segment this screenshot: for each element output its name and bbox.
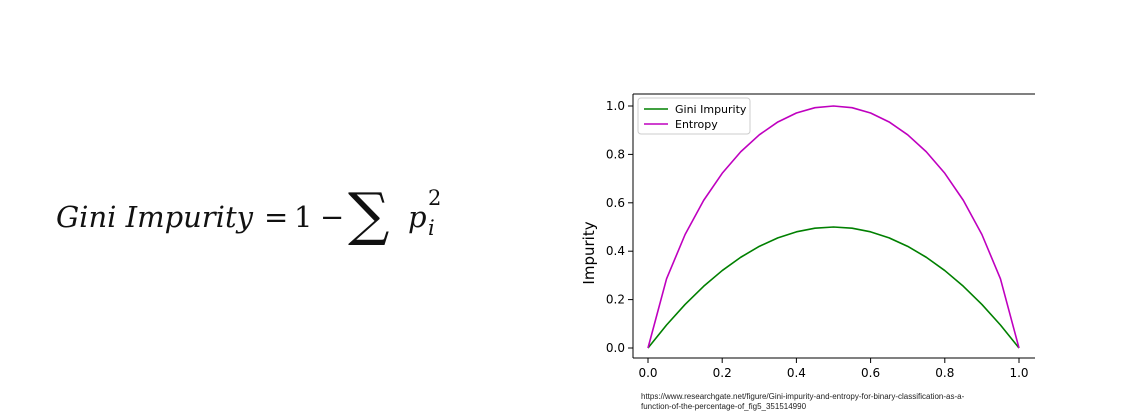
x-tick-label: 0.8 <box>935 366 954 380</box>
series-line-gini-impurity <box>647 226 1020 349</box>
legend-label: Gini Impurity <box>675 103 747 116</box>
formula-lhs: Gini Impurity <box>56 200 253 234</box>
y-tick-label: 0.4 <box>606 244 625 258</box>
y-tick-label: 0.6 <box>606 196 625 210</box>
y-tick-label: 0.0 <box>606 341 625 355</box>
formula-term: p <box>408 200 427 234</box>
formula-minus: − <box>320 200 345 234</box>
series-line-entropy <box>647 105 1020 349</box>
formula-subscript: i <box>428 216 435 240</box>
y-tick-label: 1.0 <box>606 99 625 113</box>
x-tick-label: 0.2 <box>713 366 732 380</box>
y-axis-label: Impurity <box>580 221 598 284</box>
formula-sum-symbol: ∑ <box>348 180 390 248</box>
x-tick-label: 1.0 <box>1009 366 1028 380</box>
gini-formula: Gini Impurity = 1 − ∑ p 2 i <box>56 180 476 256</box>
y-tick-label: 0.2 <box>606 293 625 307</box>
legend-box <box>637 97 751 135</box>
y-tick-label: 0.8 <box>606 147 625 161</box>
x-tick-label: 0.4 <box>787 366 806 380</box>
source-url-line-2: function-of-the-percentage-of_fig5_35151… <box>641 402 807 411</box>
x-tick-label: 0.6 <box>861 366 880 380</box>
formula-one: 1 <box>294 200 313 234</box>
legend-label: Entropy <box>675 118 718 131</box>
formula-superscript: 2 <box>428 186 442 210</box>
source-url-line-1: https://www.researchgate.net/figure/Gini… <box>641 392 965 401</box>
x-tick-label: 0.0 <box>638 366 657 380</box>
impurity-chart: 0.0 0.2 0.4 0.6 0.8 1.0 0.0 0.2 0.4 0.6 0.8 1.0 Gini… <box>580 93 1035 380</box>
source-citation: https://www.researchgate.net/figure/Gini… <box>641 392 1081 412</box>
formula-equals: = <box>264 200 289 234</box>
